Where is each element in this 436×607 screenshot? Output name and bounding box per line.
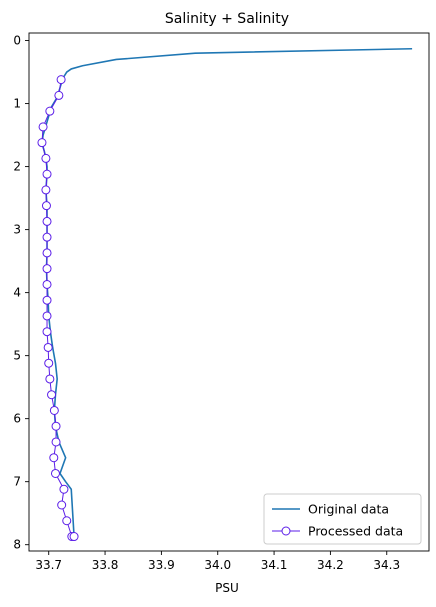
data-point xyxy=(62,516,72,526)
data-point xyxy=(44,358,54,368)
legend: Original data Processed data xyxy=(263,493,422,545)
data-point xyxy=(57,500,67,510)
y-tick-label: 5 xyxy=(13,349,21,363)
legend-box xyxy=(263,493,422,545)
data-point xyxy=(38,122,48,132)
y-tick-label: 1 xyxy=(13,97,21,111)
y-tick-label: 2 xyxy=(13,160,21,174)
data-point xyxy=(42,311,52,321)
data-point xyxy=(42,327,52,337)
data-point xyxy=(37,138,47,148)
x-tick-label: 34.1 xyxy=(261,558,288,572)
data-point xyxy=(42,264,52,274)
data-point xyxy=(56,75,66,85)
x-tick-label: 34.0 xyxy=(204,558,231,572)
x-tick-label: 33.7 xyxy=(35,558,62,572)
y-tick-label: 6 xyxy=(13,412,21,426)
data-point xyxy=(42,279,52,289)
plot-area: 33.7 33.8 33.9 34.0 34.1 34.2 34.3 0 1 2 3 4 5 6 7 8 xyxy=(13,32,430,572)
data-point xyxy=(54,90,64,100)
data-point xyxy=(51,437,61,447)
x-tick-label: 34.3 xyxy=(373,558,400,572)
axes-frame xyxy=(28,32,430,552)
data-point xyxy=(42,295,52,305)
y-tick-label: 3 xyxy=(13,223,21,237)
data-point xyxy=(45,106,55,116)
y-tick-label: 4 xyxy=(13,286,21,300)
data-point xyxy=(59,484,69,494)
data-point xyxy=(49,453,59,463)
data-point xyxy=(50,468,60,478)
data-point xyxy=(42,169,52,179)
data-point xyxy=(42,216,52,226)
data-point xyxy=(49,405,59,415)
data-point xyxy=(41,201,51,211)
data-point xyxy=(41,185,51,195)
data-point xyxy=(47,390,57,400)
data-point xyxy=(43,342,53,352)
data-point xyxy=(42,248,52,258)
y-tick-label: 8 xyxy=(13,538,21,552)
x-tick-label: 33.8 xyxy=(92,558,119,572)
data-point xyxy=(45,374,55,384)
x-axis-label: PSU xyxy=(215,581,239,595)
chart-title: Salinity + Salinity xyxy=(165,11,289,27)
legend-entry-label: Original data xyxy=(308,502,389,517)
y-tick-label: 7 xyxy=(13,475,21,489)
legend-entry-label: Processed data xyxy=(308,524,403,539)
data-point xyxy=(69,532,79,542)
data-point xyxy=(51,421,61,431)
legend-swatch-marker xyxy=(281,526,291,536)
x-tick-label: 33.9 xyxy=(148,558,175,572)
x-tick-label: 34.2 xyxy=(317,558,344,572)
data-point xyxy=(42,232,52,242)
y-tick-label: 0 xyxy=(13,34,21,48)
data-point xyxy=(41,153,51,163)
